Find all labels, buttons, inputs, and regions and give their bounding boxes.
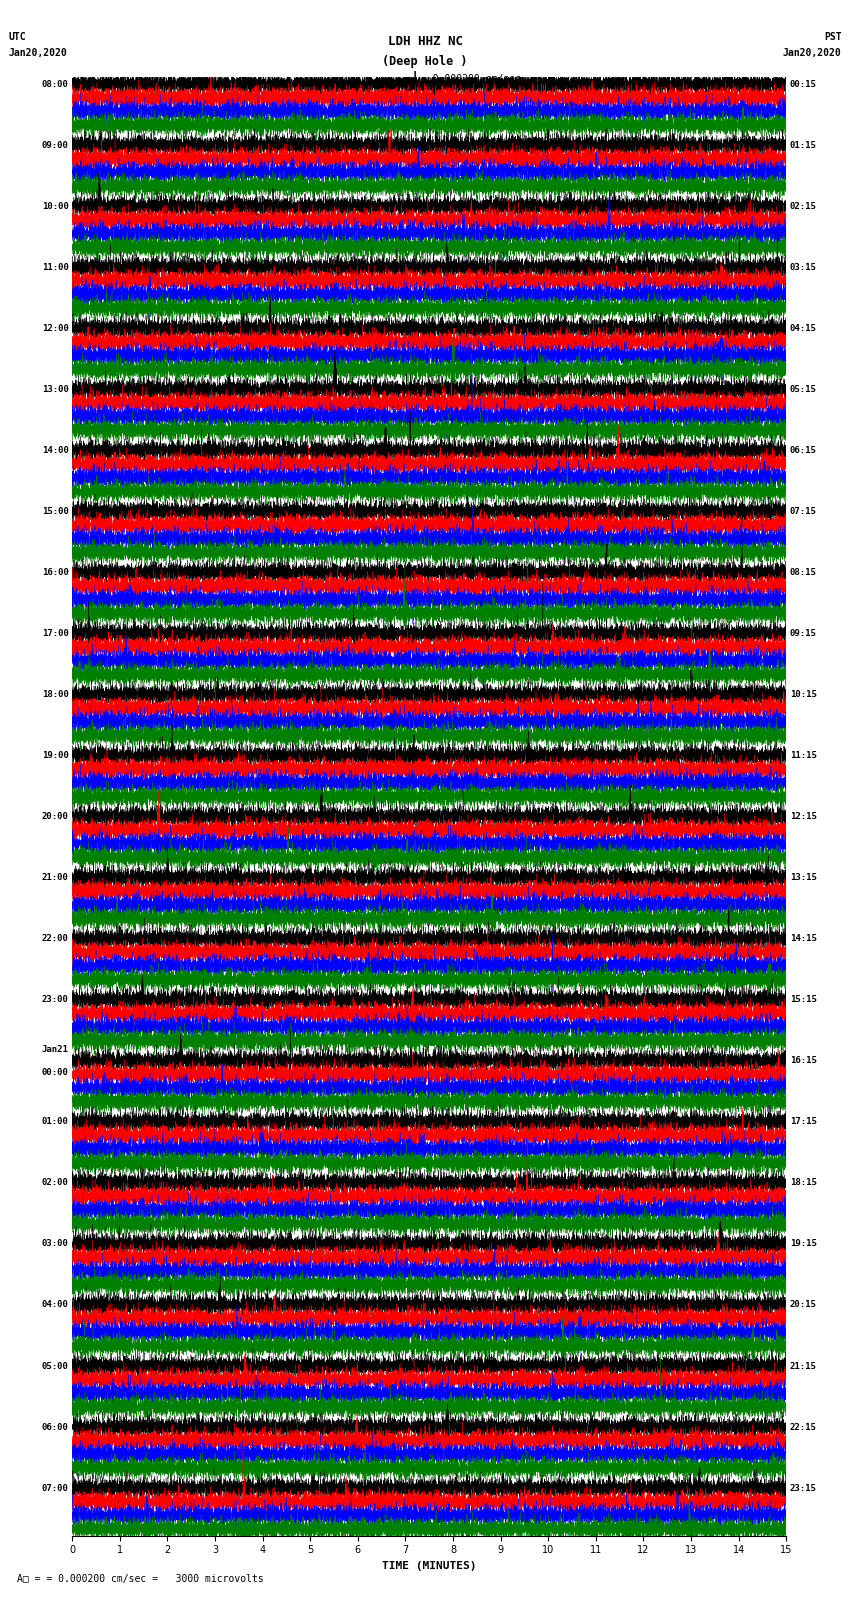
Text: 01:15: 01:15 <box>790 140 817 150</box>
Text: 17:00: 17:00 <box>42 629 69 639</box>
Text: 12:00: 12:00 <box>42 324 69 332</box>
Text: 16:15: 16:15 <box>790 1057 817 1065</box>
Text: 19:00: 19:00 <box>42 752 69 760</box>
Text: 02:15: 02:15 <box>790 202 817 211</box>
Text: 13:15: 13:15 <box>790 873 817 882</box>
Text: Jan20,2020: Jan20,2020 <box>8 48 67 58</box>
Text: 23:15: 23:15 <box>790 1484 817 1492</box>
Text: 05:15: 05:15 <box>790 386 817 394</box>
Text: 04:00: 04:00 <box>42 1300 69 1310</box>
Text: 21:00: 21:00 <box>42 873 69 882</box>
Text: 00:15: 00:15 <box>790 79 817 89</box>
X-axis label: TIME (MINUTES): TIME (MINUTES) <box>382 1561 477 1571</box>
Text: 18:00: 18:00 <box>42 690 69 698</box>
Text: PST: PST <box>824 32 842 42</box>
Text: 03:15: 03:15 <box>790 263 817 273</box>
Text: 10:00: 10:00 <box>42 202 69 211</box>
Text: 00:00: 00:00 <box>42 1068 69 1077</box>
Text: 01:00: 01:00 <box>42 1118 69 1126</box>
Text: A□ = = 0.000200 cm/sec =   3000 microvolts: A□ = = 0.000200 cm/sec = 3000 microvolts <box>17 1574 264 1584</box>
Text: 09:15: 09:15 <box>790 629 817 639</box>
Text: 08:15: 08:15 <box>790 568 817 577</box>
Text: 07:00: 07:00 <box>42 1484 69 1492</box>
Text: Jan21: Jan21 <box>42 1045 69 1053</box>
Text: 17:15: 17:15 <box>790 1118 817 1126</box>
Text: 12:15: 12:15 <box>790 813 817 821</box>
Text: 19:15: 19:15 <box>790 1239 817 1248</box>
Text: 22:00: 22:00 <box>42 934 69 944</box>
Text: 18:15: 18:15 <box>790 1179 817 1187</box>
Text: 15:00: 15:00 <box>42 506 69 516</box>
Text: |: | <box>411 71 419 85</box>
Text: (Deep Hole ): (Deep Hole ) <box>382 55 468 68</box>
Text: = 0.000200 cm/sec: = 0.000200 cm/sec <box>421 74 520 84</box>
Text: 02:00: 02:00 <box>42 1179 69 1187</box>
Text: 04:15: 04:15 <box>790 324 817 332</box>
Text: 22:15: 22:15 <box>790 1423 817 1432</box>
Text: 11:15: 11:15 <box>790 752 817 760</box>
Text: 15:15: 15:15 <box>790 995 817 1005</box>
Text: 09:00: 09:00 <box>42 140 69 150</box>
Text: UTC: UTC <box>8 32 26 42</box>
Text: 20:15: 20:15 <box>790 1300 817 1310</box>
Text: 08:00: 08:00 <box>42 79 69 89</box>
Text: 11:00: 11:00 <box>42 263 69 273</box>
Text: 16:00: 16:00 <box>42 568 69 577</box>
Text: 06:00: 06:00 <box>42 1423 69 1432</box>
Text: 13:00: 13:00 <box>42 386 69 394</box>
Text: 14:00: 14:00 <box>42 445 69 455</box>
Text: 14:15: 14:15 <box>790 934 817 944</box>
Text: 06:15: 06:15 <box>790 445 817 455</box>
Text: Jan20,2020: Jan20,2020 <box>783 48 842 58</box>
Text: LDH HHZ NC: LDH HHZ NC <box>388 35 462 48</box>
Text: 10:15: 10:15 <box>790 690 817 698</box>
Text: 07:15: 07:15 <box>790 506 817 516</box>
Text: 05:00: 05:00 <box>42 1361 69 1371</box>
Text: 23:00: 23:00 <box>42 995 69 1005</box>
Text: 03:00: 03:00 <box>42 1239 69 1248</box>
Text: 21:15: 21:15 <box>790 1361 817 1371</box>
Text: 20:00: 20:00 <box>42 813 69 821</box>
